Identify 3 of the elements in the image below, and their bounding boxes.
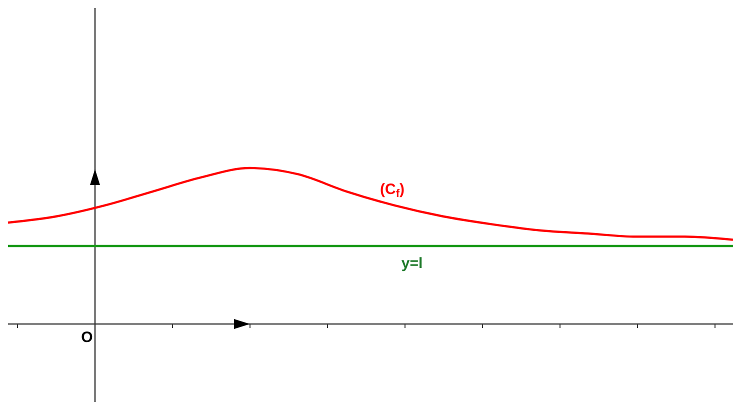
ref-line-label: y=l <box>401 255 423 272</box>
text: O <box>81 329 94 346</box>
series-label: (C$_{f}$) <box>380 181 404 200</box>
